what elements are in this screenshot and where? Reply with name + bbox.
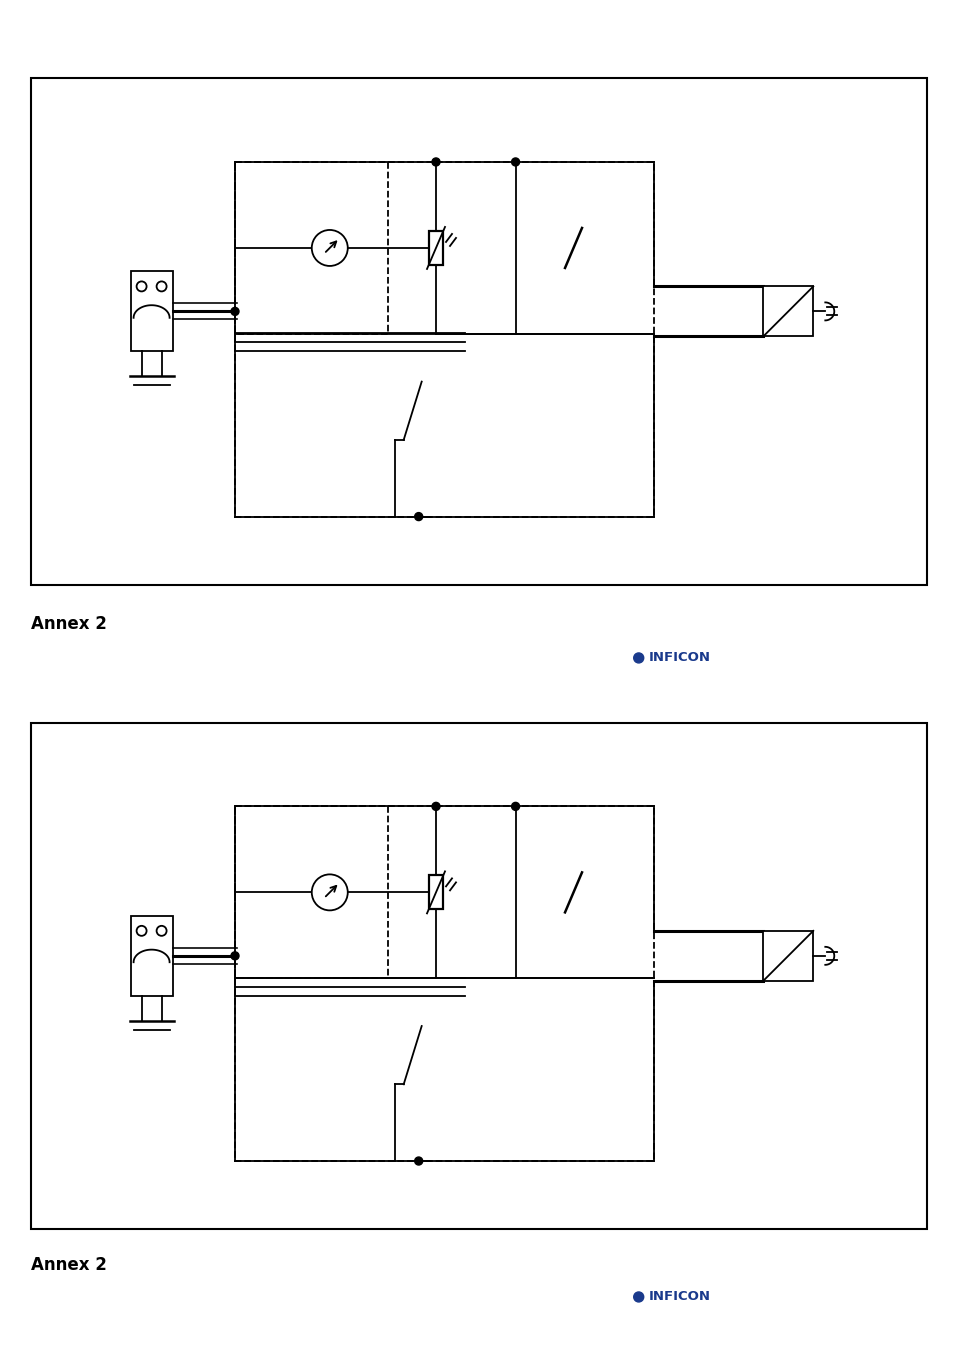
Circle shape	[633, 1292, 643, 1302]
Circle shape	[136, 281, 147, 292]
Bar	[234, 807, 653, 1161]
Circle shape	[432, 802, 439, 811]
Circle shape	[432, 158, 439, 166]
Bar	[131, 272, 172, 351]
Bar	[234, 162, 388, 334]
Bar	[30, 723, 926, 1229]
Bar	[429, 231, 442, 265]
Bar	[762, 931, 813, 981]
Text: INFICON: INFICON	[648, 1290, 710, 1304]
Bar	[234, 162, 653, 516]
Bar	[131, 916, 172, 996]
Bar	[30, 78, 926, 585]
Circle shape	[511, 802, 519, 811]
Circle shape	[231, 952, 239, 959]
Circle shape	[156, 281, 167, 292]
Circle shape	[312, 230, 348, 266]
Bar	[762, 286, 813, 336]
Circle shape	[231, 308, 239, 315]
Text: INFICON: INFICON	[648, 651, 710, 665]
Text: Annex 2: Annex 2	[30, 1255, 107, 1274]
Circle shape	[415, 1156, 422, 1165]
Text: Annex 2: Annex 2	[30, 615, 107, 634]
Circle shape	[415, 512, 422, 520]
Circle shape	[511, 158, 519, 166]
Circle shape	[633, 653, 643, 663]
Circle shape	[156, 925, 167, 936]
Bar	[234, 807, 388, 978]
Circle shape	[312, 874, 348, 911]
Bar	[429, 875, 442, 909]
Circle shape	[136, 925, 147, 936]
